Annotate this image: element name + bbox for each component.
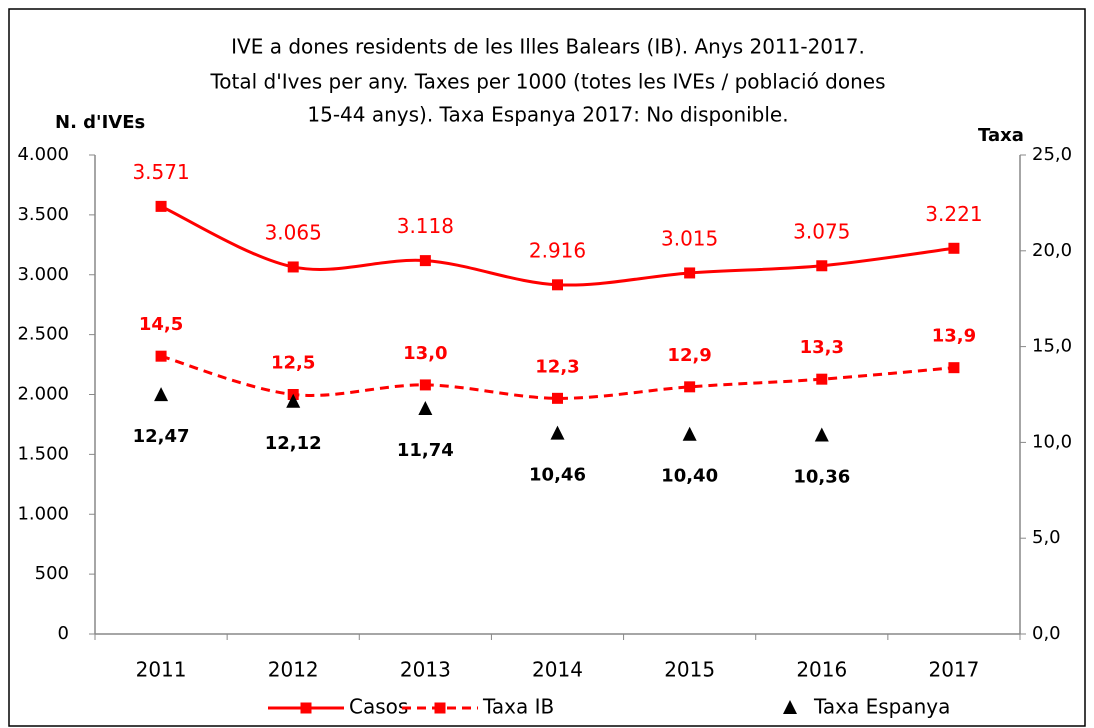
- data-label: 3.221: [925, 202, 982, 226]
- data-point: [682, 426, 697, 441]
- y2-tick-label: 25,0: [1032, 144, 1072, 165]
- x-tick-label: 2011: [136, 658, 187, 682]
- chart-title: IVE a dones residents de les Illes Balea…: [231, 35, 865, 59]
- data-label: 10,36: [793, 467, 850, 488]
- chart-frame: [8, 8, 1086, 727]
- data-label: 12,47: [133, 426, 190, 447]
- data-point: [155, 200, 167, 212]
- data-label: 12,3: [535, 356, 579, 377]
- data-point: [816, 260, 828, 272]
- data-point: [287, 261, 299, 273]
- y-tick-label: 1.000: [17, 503, 69, 524]
- data-label: 3.015: [661, 226, 718, 250]
- chart-title: Total d'Ives per any. Taxes per 1000 (to…: [209, 70, 885, 94]
- data-point: [684, 267, 696, 279]
- data-point: [418, 401, 433, 416]
- y-tick-label: 2.500: [17, 324, 69, 345]
- legend-label: Casos: [349, 695, 408, 719]
- data-label: 10,46: [529, 465, 586, 486]
- legend-label: Taxa Espanya: [813, 695, 950, 719]
- y-tick-label: 1.500: [17, 443, 69, 464]
- data-label: 13,3: [800, 337, 844, 358]
- y2-tick-label: 0,0: [1032, 623, 1061, 644]
- y-tick-label: 3.500: [17, 204, 69, 225]
- y2-tick-label: 10,0: [1032, 431, 1072, 452]
- y2-tick-label: 15,0: [1032, 336, 1072, 357]
- data-label: 10,40: [661, 466, 718, 487]
- y-axis-label: N. d'IVEs: [55, 112, 145, 133]
- y2-axis-label: Taxa: [978, 125, 1024, 146]
- data-point: [550, 425, 565, 440]
- x-tick-label: 2015: [664, 658, 715, 682]
- data-label: 12,9: [667, 345, 711, 366]
- data-label: 11,74: [397, 440, 454, 461]
- data-point: [684, 381, 696, 393]
- data-label: 13,9: [932, 326, 976, 347]
- data-point: [948, 362, 960, 374]
- x-tick-label: 2016: [796, 658, 847, 682]
- legend-label: Taxa IB: [482, 695, 554, 719]
- data-label: 14,5: [139, 314, 183, 335]
- y-tick-label: 500: [35, 563, 69, 584]
- data-label: 2.916: [529, 238, 586, 262]
- data-point: [154, 387, 169, 402]
- data-point: [814, 427, 829, 442]
- data-label: 3.075: [793, 219, 850, 243]
- data-point: [552, 279, 563, 291]
- data-point: [948, 242, 960, 254]
- legend-marker: [783, 700, 797, 714]
- x-tick-label: 2012: [268, 658, 319, 682]
- legend-marker: [434, 702, 446, 714]
- data-label: 3.118: [397, 214, 454, 238]
- data-label: 12,5: [271, 353, 315, 374]
- data-point: [419, 255, 431, 267]
- data-point: [816, 373, 828, 385]
- data-label: 3.571: [132, 160, 189, 184]
- data-label: 12,12: [265, 433, 322, 454]
- data-point: [286, 393, 301, 408]
- y-tick-label: 3.000: [17, 264, 69, 285]
- y-tick-label: 2.000: [17, 384, 69, 405]
- x-tick-label: 2013: [400, 658, 451, 682]
- data-point: [155, 350, 167, 362]
- y-tick-label: 0: [58, 623, 69, 644]
- y2-tick-label: 20,0: [1032, 240, 1072, 261]
- data-point: [552, 392, 563, 404]
- y2-tick-label: 5,0: [1032, 527, 1061, 548]
- x-tick-label: 2017: [928, 658, 979, 682]
- x-tick-label: 2014: [532, 658, 583, 682]
- data-point: [419, 379, 431, 391]
- legend-marker: [300, 702, 312, 714]
- chart-title: 15-44 anys). Taxa Espanya 2017: No dispo…: [307, 103, 788, 127]
- data-label: 13,0: [403, 343, 447, 364]
- data-label: 3.065: [265, 220, 322, 244]
- y-tick-label: 4.000: [17, 144, 69, 165]
